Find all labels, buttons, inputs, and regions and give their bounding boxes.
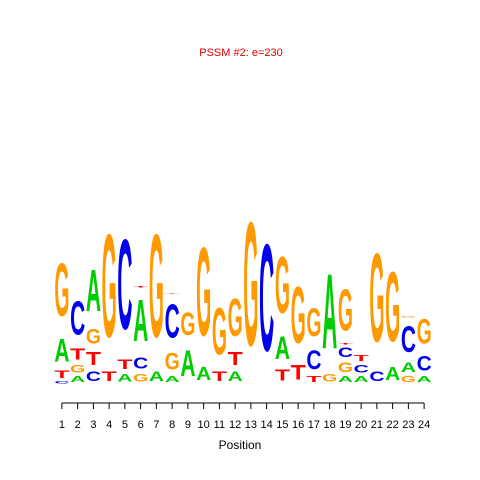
logo-letter-a: A (180, 344, 195, 385)
logo-letter-g: G (86, 324, 101, 348)
chart-title: PSSM #2: e=230 (199, 47, 282, 59)
logo-letter-c: C (70, 290, 85, 344)
logo-letter-a: A (228, 369, 243, 384)
logo-letter-t: T (86, 348, 102, 369)
logo-letter-g: G (212, 295, 227, 370)
logo-letter-g: G (385, 252, 400, 363)
x-tick-label: 4 (106, 419, 112, 431)
logo-letter-a: A (165, 376, 181, 385)
logo-letter-a: A (322, 253, 337, 372)
logo-letter-c: C (354, 363, 369, 375)
logo-letter-g: G (149, 205, 164, 369)
logo-letter-a: A (196, 364, 211, 385)
logo-letter-c: C (165, 293, 180, 347)
x-tick-label: 10 (198, 419, 210, 431)
logo-letter-t: T (228, 348, 244, 369)
x-tick-label: 7 (153, 419, 159, 431)
logo-letter-g: G (275, 241, 290, 330)
x-tick-label: 14 (261, 419, 273, 431)
logo-letter-g: G (338, 278, 353, 344)
logo-letter-g: G (133, 373, 148, 385)
logo-letter-c: C (259, 213, 274, 384)
logo-letter-g: G (70, 364, 85, 376)
logo-letter-g: G (417, 311, 432, 351)
logo-letter-c: C (417, 352, 432, 375)
logo-letter-c: C (401, 320, 416, 361)
logo-letter-g: G (401, 376, 416, 385)
logo-letter-t: T (338, 343, 354, 345)
logo-letter-t: T (70, 346, 85, 364)
logo-letter-a: A (338, 376, 354, 385)
x-tick-label: 16 (292, 419, 304, 431)
logo-letter-g: G (338, 360, 353, 375)
x-tick-label: 20 (355, 419, 367, 431)
logo-letter-t: T (354, 354, 370, 363)
x-tick-label: 22 (387, 419, 399, 431)
logo-letter-c: C (133, 354, 148, 372)
logo-letter-a: A (149, 369, 164, 384)
logo-letter-g: G (306, 299, 321, 345)
logo-letter-a: A (275, 329, 290, 366)
x-tick-label: 5 (122, 419, 128, 431)
x-tick-label: 3 (90, 419, 96, 431)
logo-letter-c: C (86, 369, 101, 384)
x-tick-label: 24 (418, 419, 430, 431)
x-tick-label: 11 (214, 419, 225, 431)
logo-letter-a: A (86, 259, 101, 324)
logo-letter-c: C (369, 369, 384, 384)
logo-letter-g: G (369, 228, 384, 369)
logo-letter-a: A (117, 372, 132, 384)
logo-letter-g: G (196, 222, 211, 363)
logo-letter-g: G (401, 317, 416, 318)
x-tick-label: 18 (324, 419, 336, 431)
x-tick-label: 6 (138, 419, 144, 431)
logo-letter-g: G (228, 288, 243, 348)
x-tick-label: 13 (245, 419, 257, 431)
logo-letter-g: G (180, 306, 195, 342)
logo-letter-t: T (291, 360, 306, 384)
logo-letter-t: T (133, 286, 149, 288)
x-tick-label: 23 (402, 419, 414, 431)
logo-letter-t: T (165, 293, 181, 294)
logo-letter-g: G (102, 205, 117, 369)
logo-letter-t: T (212, 370, 227, 385)
logo-letter-c: C (306, 346, 321, 376)
logo-letter-t: T (275, 367, 290, 385)
x-tick-label: 12 (229, 419, 241, 431)
x-tick-label: 8 (169, 419, 175, 431)
logo-letter-a: A (417, 376, 433, 385)
x-axis: 1 2 3 4 5 6 7 8 9 10 11 12 13 14 15 16 17 18 19 20 21 22 23 24 (59, 402, 430, 431)
logo-letter-g: G (54, 247, 69, 332)
logo-letter-t: T (54, 369, 70, 381)
logo-letter-c: C (117, 213, 132, 357)
x-tick-label: 15 (276, 419, 288, 431)
x-tick-label: 1 (59, 419, 65, 431)
logo-letter-g: G (165, 348, 180, 376)
logo-letter-t: T (117, 358, 132, 373)
logo-letter-g: G (322, 373, 337, 385)
logo-letter-g: G (291, 271, 306, 360)
logo-letter-g: G (243, 185, 258, 383)
logo-letter-t: T (306, 375, 322, 384)
x-axis-title: Position (219, 438, 262, 452)
x-tick-label: 17 (308, 419, 320, 431)
x-tick-label: 2 (75, 419, 81, 431)
logo-letter-a: A (70, 376, 86, 385)
logo-letter-c: C (338, 345, 353, 360)
logo-letter-a: A (54, 332, 69, 369)
logo-letter-a: A (133, 289, 148, 354)
x-tick-label: 19 (339, 419, 351, 431)
logo-letter-t: T (102, 370, 117, 385)
x-tick-label: 21 (371, 419, 383, 431)
logo-letter-a: A (401, 360, 416, 375)
logo-letter-c: C (54, 381, 69, 385)
logo-letter-a: A (354, 376, 370, 385)
x-tick-label: 9 (185, 419, 191, 431)
logo-letter-a: A (385, 364, 400, 385)
